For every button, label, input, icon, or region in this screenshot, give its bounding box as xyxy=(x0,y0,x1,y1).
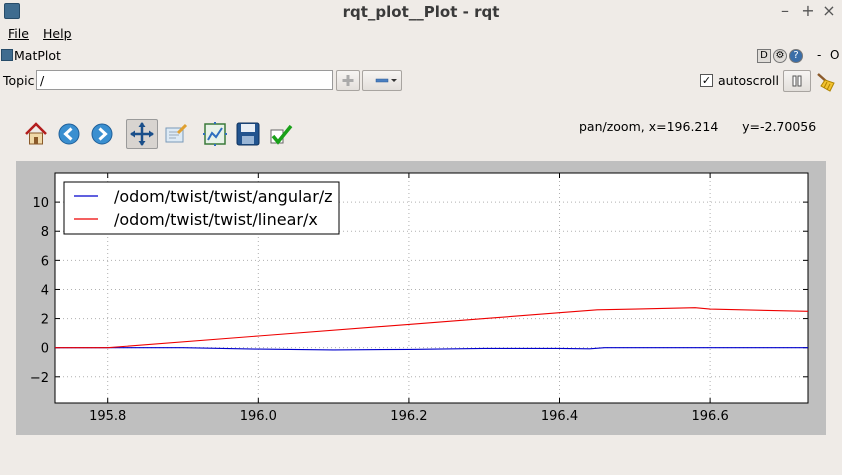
legend: /odom/twist/twist/angular/z /odom/twist/… xyxy=(63,181,340,235)
pan-icon xyxy=(130,122,154,146)
broom-icon xyxy=(817,73,835,92)
grid-lines xyxy=(55,173,808,403)
legend-label-angular-z: /odom/twist/twist/angular/z xyxy=(114,187,333,206)
home-icon xyxy=(25,122,47,145)
minimize-plugin-button[interactable]: - xyxy=(817,48,822,62)
x-tick-label: 196.2 xyxy=(390,409,427,424)
line-chart[interactable]: 195.8 196.0 196.2 196.4 196.6 −2 0 2 4 6 8 10 /odo… xyxy=(16,161,826,435)
y-tick-label: 2 xyxy=(41,313,49,328)
legend-box xyxy=(63,181,340,235)
menu-help[interactable]: Help xyxy=(43,26,72,41)
remove-topic-dropdown[interactable] xyxy=(362,70,402,91)
topic-bar: Topic ✓ autoscroll xyxy=(0,69,842,93)
plugin-header: MatPlot xyxy=(0,47,842,65)
save-button[interactable] xyxy=(234,120,262,148)
back-icon xyxy=(58,123,80,145)
menu-file[interactable]: File xyxy=(8,26,29,41)
x-tick-label: 195.8 xyxy=(89,409,126,424)
close-plugin-button[interactable]: O xyxy=(830,48,840,62)
topic-input[interactable] xyxy=(36,70,333,90)
menu-bar: File Help xyxy=(0,24,842,44)
x-tick-label: 196.0 xyxy=(240,409,277,424)
zoom-button[interactable] xyxy=(162,120,190,148)
autoscroll-label: autoscroll xyxy=(718,73,779,88)
window-title: rqt_plot__Plot - rqt xyxy=(342,3,500,21)
y-tick-label: 4 xyxy=(41,283,49,298)
plot-canvas[interactable]: 195.8 196.0 196.2 196.4 196.6 −2 0 2 4 6 8 10 /odo… xyxy=(16,161,826,435)
legend-label-linear-x: /odom/twist/twist/linear/x xyxy=(114,210,318,229)
maximize-button[interactable]: + xyxy=(801,1,815,20)
gear-icon[interactable]: ⚙ xyxy=(773,49,787,63)
x-tick-label: 196.6 xyxy=(692,409,729,424)
home-button[interactable] xyxy=(22,120,50,148)
clear-button[interactable] xyxy=(814,70,838,92)
autoscroll-checkbox[interactable]: ✓ xyxy=(700,74,713,87)
add-topic-button[interactable] xyxy=(336,70,360,91)
save-icon xyxy=(236,122,260,146)
forward-icon xyxy=(91,123,113,145)
x-axis-ticks: 195.8 196.0 196.2 196.4 196.6 xyxy=(89,173,729,424)
series-lines xyxy=(55,307,809,351)
back-button[interactable] xyxy=(55,120,83,148)
x-tick-label: 196.4 xyxy=(541,409,578,424)
y-axis-ticks: −2 0 2 4 6 8 10 xyxy=(30,196,808,386)
edit-icon xyxy=(270,124,293,145)
y-tick-label: 0 xyxy=(41,342,49,357)
subplots-icon xyxy=(203,122,227,146)
y-tick-label: 6 xyxy=(41,254,49,269)
zoom-icon xyxy=(165,123,188,143)
dock-button[interactable]: D xyxy=(757,49,771,63)
app-icon xyxy=(4,3,20,19)
pause-icon xyxy=(792,75,802,87)
close-button[interactable]: × xyxy=(822,1,836,20)
plugin-title: MatPlot xyxy=(14,48,61,63)
minus-dropdown-icon xyxy=(375,78,397,83)
series-line-1 xyxy=(55,307,809,349)
y-tick-label: 10 xyxy=(32,196,49,211)
series-line-0 xyxy=(55,347,808,351)
topic-label: Topic xyxy=(3,73,35,88)
pause-button[interactable] xyxy=(783,70,811,92)
y-tick-label: 8 xyxy=(41,225,49,240)
subplots-button[interactable] xyxy=(201,120,229,148)
minimize-button[interactable]: – xyxy=(781,1,789,20)
y-tick-label: −2 xyxy=(30,371,49,386)
matplot-icon xyxy=(1,49,13,61)
help-button[interactable]: ? xyxy=(789,49,803,63)
plus-icon xyxy=(342,75,354,86)
title-bar: rqt_plot__Plot - rqt – + × xyxy=(0,0,842,24)
edit-button[interactable] xyxy=(267,120,295,148)
coordinates-status: pan/zoom, x=196.214 y=-2.70056 xyxy=(579,119,817,134)
matplotlib-toolbar xyxy=(22,119,322,150)
forward-button[interactable] xyxy=(88,120,116,148)
pan-button[interactable] xyxy=(126,119,158,149)
